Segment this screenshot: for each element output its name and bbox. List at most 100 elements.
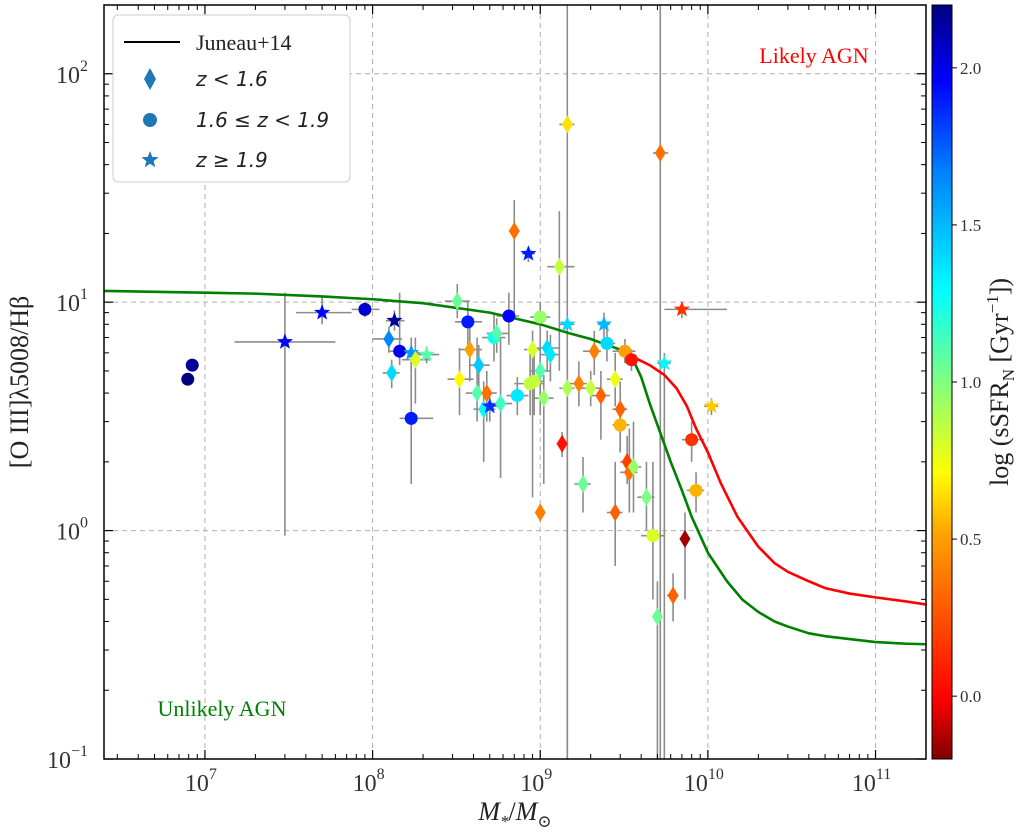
y-tick-label: 102 — [56, 58, 88, 89]
circle-point — [533, 310, 547, 324]
colorbar-tick-label: 1.0 — [960, 373, 981, 392]
diamond-point — [585, 379, 597, 398]
diamond-point — [464, 340, 476, 359]
circle-point — [624, 353, 638, 367]
diamond-point — [609, 370, 621, 389]
colorbar-tick-label: 0.0 — [960, 687, 981, 706]
diamond-point — [627, 457, 639, 476]
diamond-point — [609, 503, 621, 522]
diamond-point — [544, 345, 556, 364]
circle-point — [689, 483, 703, 497]
diamond-point — [481, 384, 493, 403]
diamond-point — [383, 329, 395, 348]
star-point — [481, 397, 498, 414]
star-point — [595, 315, 613, 332]
x-tick-label: 1010 — [684, 766, 724, 797]
y-tick-label: 100 — [56, 515, 88, 546]
diamond-point — [508, 221, 520, 240]
circle-point — [358, 302, 372, 316]
legend-diamond-marker — [144, 68, 156, 90]
circle-point — [685, 433, 699, 447]
diamond-point — [614, 400, 626, 419]
colorbar-tick-label: 0.5 — [960, 530, 981, 549]
diamond-point — [491, 324, 503, 343]
juneau-upper-curve — [630, 355, 926, 606]
ticks: 107 108 109 1010 1011 10−1 100 101 102 — [47, 4, 927, 797]
data-points — [181, 115, 720, 626]
x-tick-label: 108 — [353, 766, 385, 797]
y-axis-title: [O III]λ5008/Hβ — [5, 296, 34, 468]
diamond-point — [495, 394, 507, 413]
unlikely-agn-label: Unlikely AGN — [158, 696, 287, 721]
circle-point — [502, 309, 516, 323]
juneau-lower-curve — [104, 289, 926, 646]
star-point — [673, 300, 690, 317]
star-point — [276, 333, 294, 349]
legend-label-z-high: z ≥ 1.9 — [195, 148, 268, 172]
star-point — [403, 344, 420, 360]
colorbar-tick-label: 2.0 — [960, 59, 981, 78]
diamond-point — [588, 342, 600, 361]
legend-circle-marker — [143, 113, 157, 127]
legend-label-z-low: z < 1.6 — [195, 67, 268, 91]
diamond-point — [538, 389, 550, 408]
x-tick-label: 1011 — [852, 766, 891, 797]
circle-point — [393, 344, 407, 358]
x-tick-label: 107 — [185, 766, 217, 797]
diamond-point — [561, 115, 573, 134]
diamond-point — [679, 529, 691, 548]
diamond-point — [573, 374, 585, 393]
star-point — [418, 346, 435, 362]
circle-point — [404, 411, 418, 425]
circle-point — [461, 315, 475, 329]
x-tick-label: 109 — [520, 766, 552, 797]
circle-point — [527, 374, 541, 388]
diamond-point — [595, 386, 607, 405]
diamond-point — [651, 607, 663, 626]
legend: Juneau+14 z < 1.6 1.6 ≤ z < 1.9 z ≥ 1.9 — [112, 14, 351, 183]
diamond-point — [577, 474, 589, 493]
star-point — [559, 315, 576, 332]
star-point — [386, 312, 403, 328]
diamond-point — [386, 363, 398, 382]
diamond-point — [640, 488, 652, 507]
diamond-point — [454, 370, 466, 389]
diamond-point — [561, 379, 573, 398]
diamond-point — [556, 434, 568, 453]
circle-point — [185, 358, 199, 372]
circle-point — [181, 372, 195, 386]
likely-agn-label: Likely AGN — [759, 43, 868, 68]
colorbar-ticks: 0.0 0.5 1.0 1.5 2.0 — [952, 59, 981, 706]
legend-label-juneau: Juneau+14 — [196, 30, 292, 55]
curves — [104, 289, 926, 646]
y-tick-label: 101 — [56, 286, 88, 317]
star-point — [656, 354, 673, 371]
legend-label-z-mid: 1.6 ≤ z < 1.9 — [196, 108, 329, 132]
circle-point — [600, 336, 614, 350]
colorbar-tick-label: 1.5 — [960, 216, 981, 235]
diamond-point — [667, 586, 679, 605]
diamond-point — [534, 503, 546, 522]
diamond-point — [553, 257, 565, 276]
circle-point — [510, 389, 524, 403]
colorbar-title: log (sSFRN [Gyr−1]) — [983, 278, 1018, 486]
diamond-point — [473, 356, 485, 375]
diamond-point — [654, 143, 666, 162]
diamond-point — [534, 361, 546, 380]
circle-point — [646, 529, 660, 543]
diamond-point — [451, 292, 463, 311]
legend-star-marker — [141, 151, 159, 168]
x-axis-title: M*/M⊙ — [477, 797, 551, 831]
colorbar — [931, 4, 953, 760]
y-tick-label: 10−1 — [47, 743, 88, 774]
diamond-point — [409, 350, 421, 369]
diamond-point — [527, 340, 539, 359]
legend-box — [112, 14, 351, 183]
star-point — [314, 304, 331, 320]
plot-frame — [103, 4, 927, 760]
circle-point — [613, 418, 627, 432]
diamond-point — [471, 384, 483, 403]
star-point — [520, 245, 537, 261]
star-point — [703, 397, 720, 414]
